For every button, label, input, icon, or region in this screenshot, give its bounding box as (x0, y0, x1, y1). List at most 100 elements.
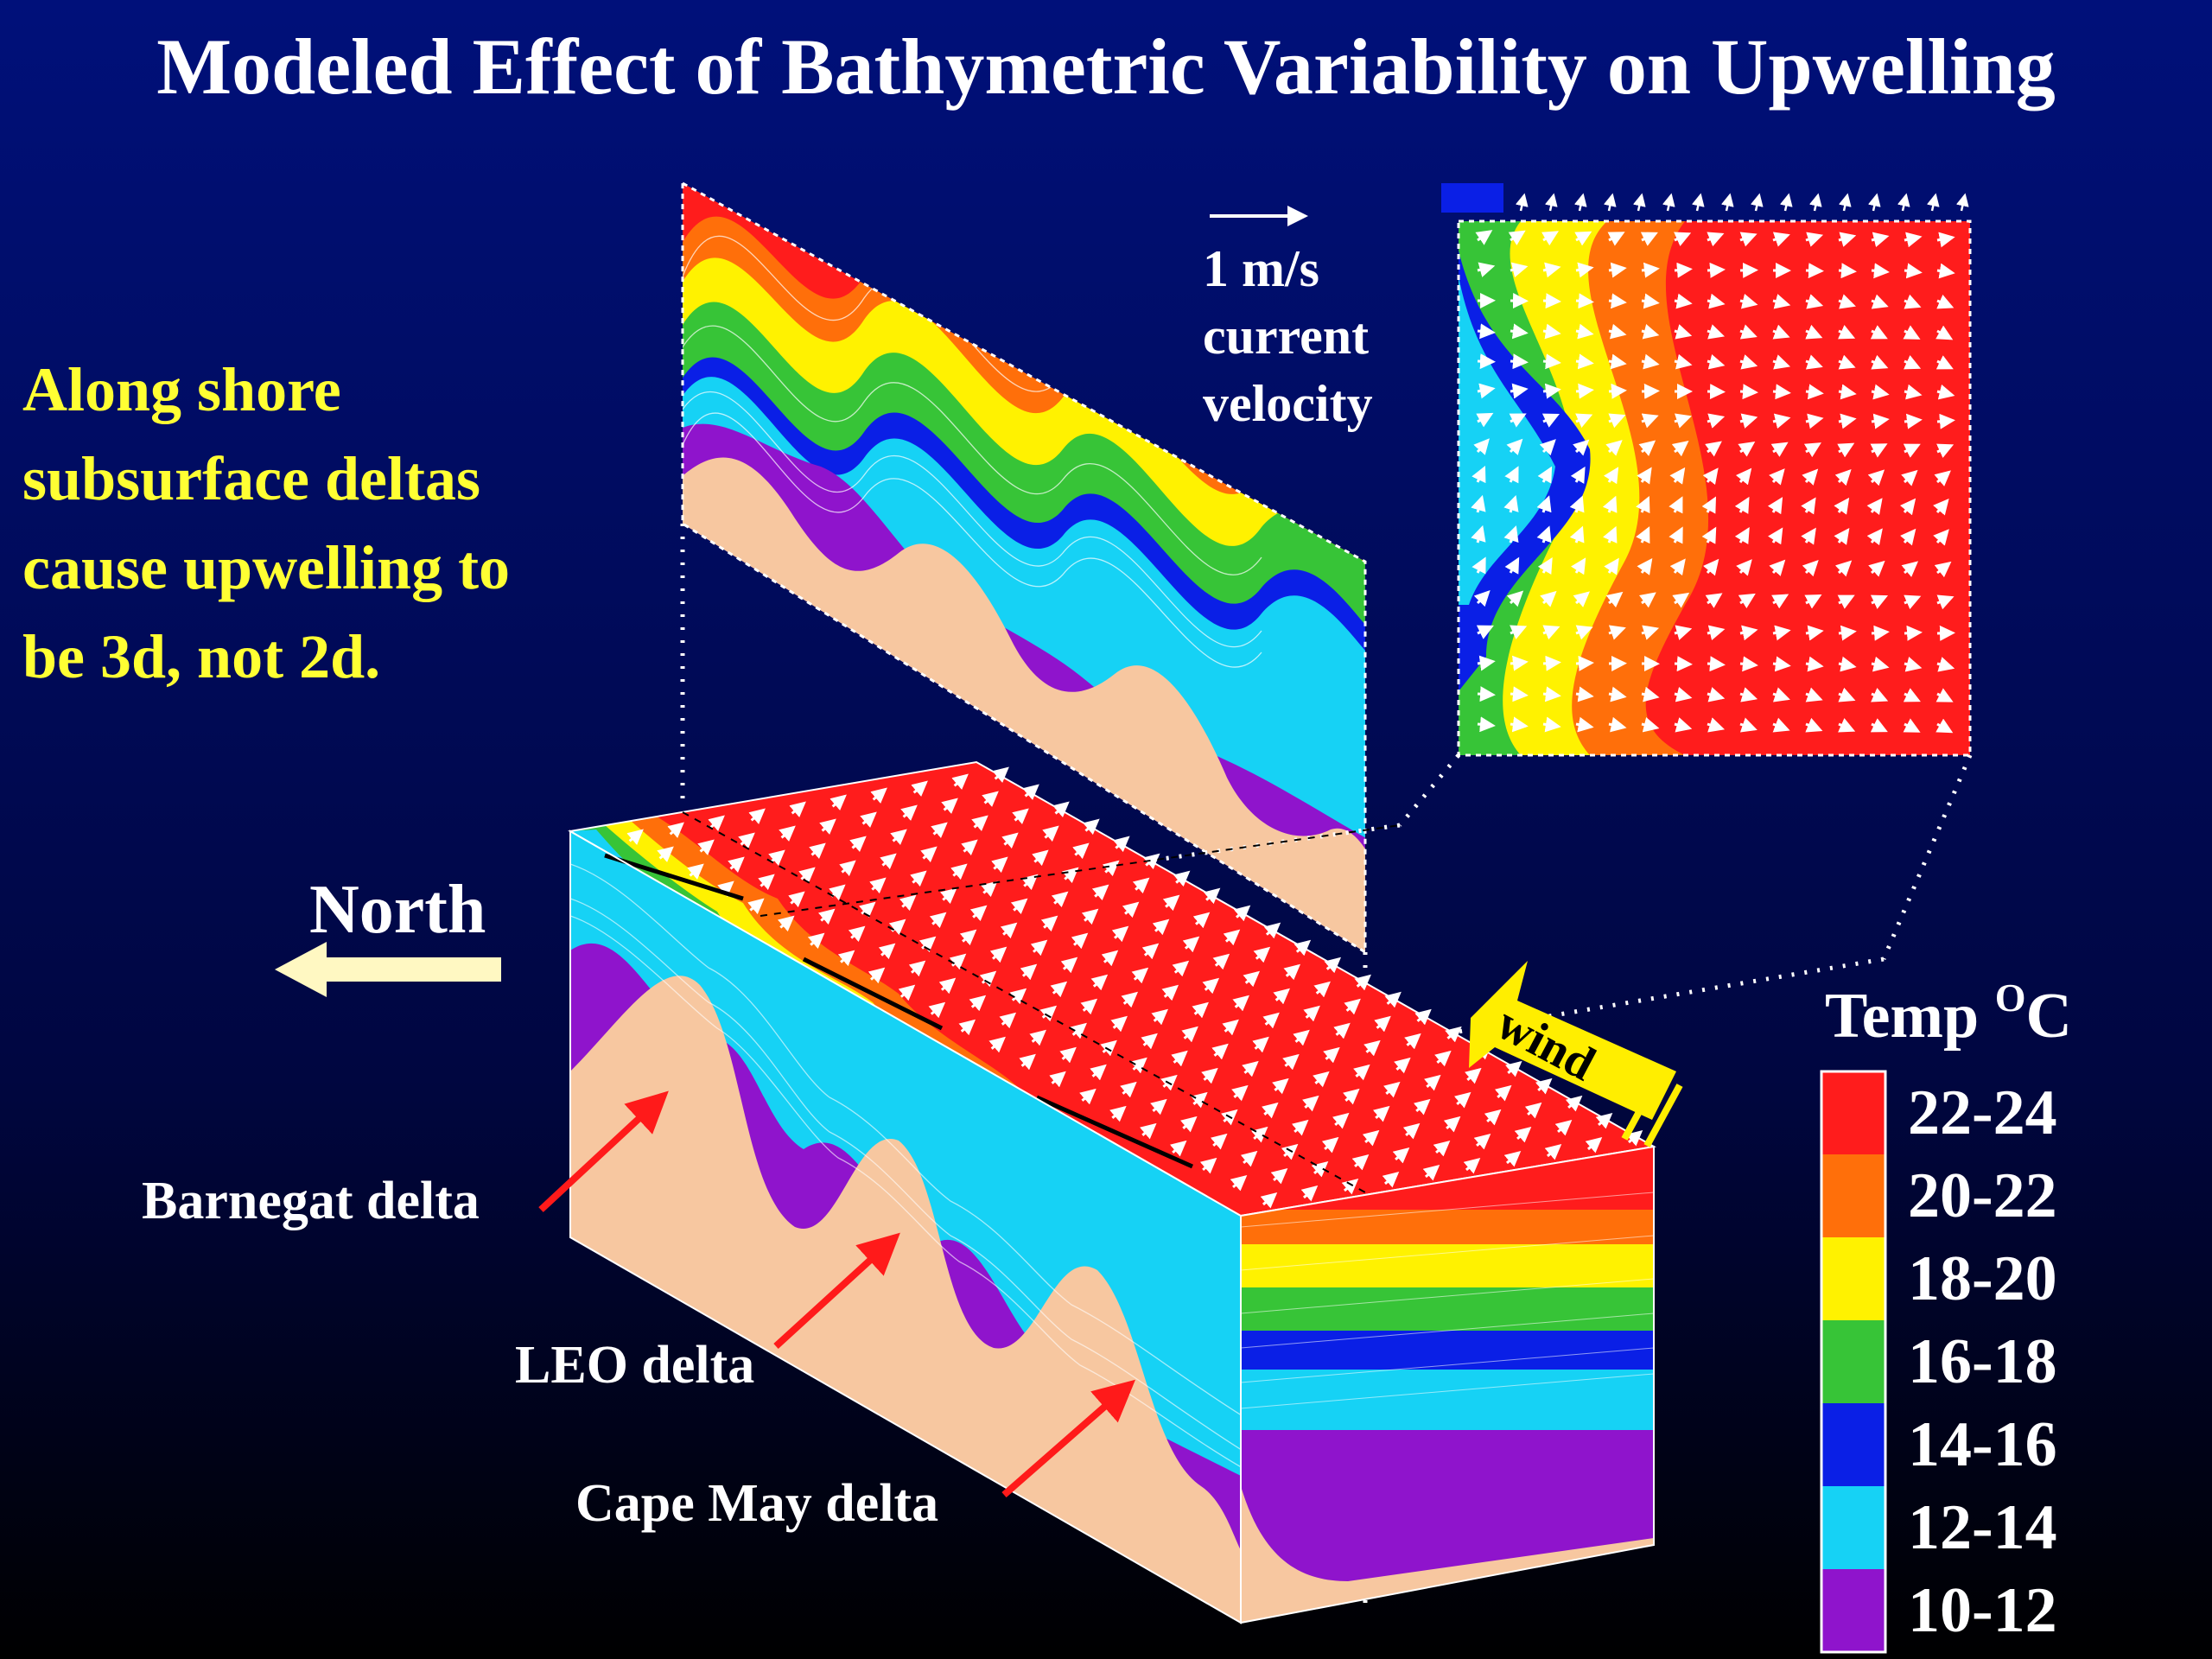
velocity-arrow (1805, 413, 1824, 429)
velocity-arrow (1504, 556, 1520, 575)
velocity-arrow (1012, 808, 1029, 825)
scale-line: 1 m/s (1203, 240, 1319, 297)
velocity-arrow (1767, 497, 1783, 515)
legend-title-text: Temp (1825, 981, 1980, 1052)
page-title: Modeled Effect of Bathymetric Variabilit… (156, 22, 2056, 111)
velocity-arrow (1049, 1071, 1066, 1088)
velocity-arrow (1362, 1129, 1380, 1147)
velocity-arrow (1506, 590, 1524, 607)
velocity-arrow (1102, 860, 1120, 877)
caption-line: Along shore (22, 355, 341, 424)
velocity-arrow (1936, 443, 1955, 458)
velocity-arrow (969, 995, 987, 1012)
legend-border (1820, 1070, 1887, 1654)
velocity-arrow (1604, 557, 1619, 575)
velocity-arrow (1494, 1084, 1512, 1102)
velocity-arrow (959, 929, 977, 946)
velocity-arrow (1010, 898, 1028, 915)
velocity-arrow (939, 887, 957, 905)
velocity-arrow (980, 880, 998, 898)
velocity-arrow (1569, 495, 1585, 513)
velocity-arrow (1739, 413, 1758, 429)
legend-range-label: 14-16 (1908, 1409, 2057, 1480)
velocity-arrow (1904, 657, 1923, 672)
velocity-arrow (910, 870, 927, 887)
velocity-arrow (1542, 716, 1561, 733)
velocity-arrow (1282, 1053, 1300, 1071)
velocity-arrow (989, 946, 1007, 963)
velocity-arrow (1293, 1029, 1310, 1046)
velocity-arrow (1363, 1039, 1381, 1057)
velocity-arrow (1662, 193, 1675, 212)
legend-swatch (1821, 1403, 1885, 1486)
velocity-arrow (1903, 718, 1921, 733)
velocity-arrow (1059, 1046, 1077, 1064)
legend-range-label: 10-12 (1908, 1575, 2057, 1646)
velocity-arrow (1434, 1050, 1452, 1067)
velocity-arrow (1162, 894, 1180, 912)
velocity-arrow (1433, 1140, 1451, 1157)
velocity-arrow (1009, 988, 1027, 1005)
velocity-arrow (1936, 263, 1955, 279)
velocity-arrow (1838, 413, 1857, 429)
velocity-arrow (1904, 594, 1922, 610)
velocity-arrow (1020, 963, 1038, 981)
velocity-arrow (1471, 524, 1486, 543)
velocity-arrow (1636, 526, 1650, 544)
velocity-arrow (1608, 323, 1627, 340)
velocity-arrow (1720, 193, 1734, 212)
velocity-arrow (1871, 413, 1890, 429)
velocity-arrow (657, 846, 674, 863)
velocity-arrow (1838, 718, 1856, 733)
velocity-arrow (1632, 193, 1646, 212)
velocity-arrow (1603, 193, 1617, 212)
velocity-arrow (1936, 232, 1955, 248)
velocity-arrow (1904, 413, 1923, 429)
velocity-arrow (1051, 891, 1069, 908)
velocity-arrow (1201, 1067, 1218, 1084)
velocity-arrow (1353, 1064, 1370, 1081)
velocity-arrow (728, 856, 745, 874)
velocity-arrow (1072, 842, 1090, 860)
barnegat-arrow (538, 1090, 669, 1212)
velocity-arrow (1573, 591, 1590, 607)
velocity-arrow (1575, 293, 1594, 309)
leo-arrow (773, 1232, 900, 1349)
velocity-arrow (1260, 1192, 1278, 1209)
velocity-arrow (1169, 1140, 1187, 1157)
velocity-arrow (1640, 232, 1658, 246)
velocity-arrow (1231, 1084, 1249, 1102)
velocity-arrow (626, 829, 644, 845)
barnegat-delta-label: Barnegat delta (142, 1172, 480, 1230)
velocity-arrow (1504, 466, 1519, 484)
velocity-arrow (1573, 439, 1590, 456)
velocity-arrow (1705, 593, 1723, 608)
velocity-arrow (1510, 655, 1529, 671)
velocity-arrow (1669, 558, 1686, 576)
velocity-arrow (1641, 324, 1660, 340)
legend-range-label: 12-14 (1908, 1492, 2057, 1563)
velocity-arrow (1541, 231, 1560, 246)
velocity-arrow (1904, 355, 1922, 370)
velocity-arrow (1739, 293, 1758, 309)
velocity-arrow (1473, 438, 1490, 455)
velocity-arrow (1372, 1105, 1390, 1122)
legend-swatch (1821, 1071, 1885, 1154)
velocity-arrow (1805, 232, 1824, 247)
velocity-arrow (1090, 1064, 1107, 1081)
velocity-arrow (1669, 526, 1683, 544)
velocity-arrow (982, 791, 999, 808)
velocity-arrow (1768, 527, 1783, 545)
velocity-arrow (1122, 901, 1140, 918)
velocity-arrow (1537, 556, 1553, 575)
velocity-arrow (1837, 442, 1855, 458)
plan-view-map (1441, 183, 1972, 757)
velocity-arrow (1542, 625, 1560, 640)
plan-edge-arrows (1515, 193, 1969, 212)
velocity-arrow (1702, 558, 1719, 576)
velocity-arrow (687, 863, 704, 880)
velocity-arrow (969, 905, 988, 922)
velocity-arrow (1641, 293, 1660, 309)
velocity-arrow (1805, 384, 1824, 400)
velocity-arrow (1868, 560, 1885, 577)
